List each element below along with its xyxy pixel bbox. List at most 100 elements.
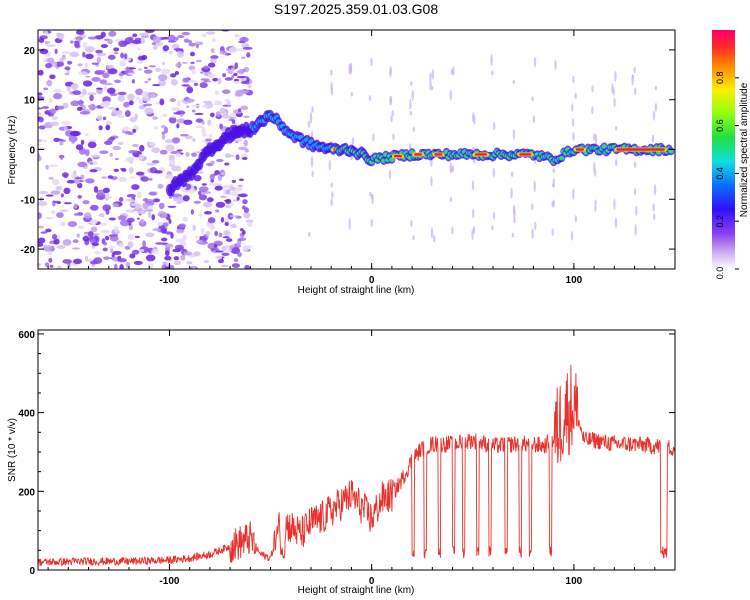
heatmap-stripe-blob — [651, 134, 655, 143]
heatmap-stripe-blob — [429, 72, 432, 83]
heatmap-ridge-inner — [601, 144, 607, 149]
heatmap-noise-blob — [231, 119, 236, 125]
heatmap-stripe-blob — [430, 226, 434, 239]
heatmap-noise-blob — [194, 112, 204, 116]
heatmap-noise-blob — [53, 238, 60, 245]
heatmap-noise-blob — [64, 125, 68, 132]
heatmap-noise-blob — [49, 108, 57, 115]
heatmap-noise-blob — [44, 41, 50, 44]
heatmap-stripe-blob — [633, 188, 637, 196]
heatmap-noise-blob — [203, 80, 212, 83]
heatmap-stripe-blob — [591, 106, 594, 115]
heatmap-noise-blob — [145, 30, 155, 34]
heatmap-noise-blob — [48, 98, 53, 104]
heatmap-noise-blob — [80, 139, 85, 146]
heatmap-noise-blob — [145, 232, 155, 238]
heatmap-noise-blob — [117, 91, 127, 96]
heatmap-stripe-blob — [512, 204, 516, 215]
heatmap-noise-blob — [108, 30, 117, 37]
heatmap-ytick-label: -20 — [21, 245, 36, 256]
heatmap-noise-blob — [142, 198, 149, 202]
heatmap-noise-blob — [242, 205, 246, 210]
heatmap-noise-blob — [231, 75, 235, 79]
heatmap-stripe-blob — [593, 133, 596, 141]
heatmap-stripe-blob — [330, 69, 333, 76]
heatmap-noise-blob — [221, 252, 230, 256]
snr-xtick-label: 100 — [566, 576, 583, 587]
heatmap-noise-blob — [188, 40, 193, 44]
heatmap-noise-blob — [234, 122, 239, 126]
heatmap-noise-blob — [240, 56, 246, 59]
heatmap-noise-blob — [125, 156, 135, 163]
heatmap-noise-blob — [196, 171, 204, 175]
heatmap-noise-blob — [73, 170, 77, 176]
heatmap-noise-blob — [59, 209, 69, 212]
heatmap-noise-blob — [152, 83, 161, 87]
heatmap-stripe-blob — [614, 126, 618, 131]
heatmap-noise-blob — [157, 183, 164, 189]
snr-ytick-label: 200 — [18, 487, 35, 498]
heatmap-stripe-blob — [551, 200, 554, 208]
heatmap-noise-blob — [229, 214, 239, 218]
heatmap-noise-blob — [66, 86, 71, 92]
heatmap-noise-blob — [63, 187, 71, 195]
heatmap-noise-blob — [235, 154, 240, 161]
heatmap-noise-blob — [173, 112, 181, 115]
heatmap-noise-blob — [188, 42, 197, 47]
heatmap-noise-blob — [228, 65, 234, 69]
snr-xtick-label: 0 — [369, 576, 375, 587]
heatmap-noise-blob — [84, 75, 91, 78]
heatmap-noise-blob — [225, 154, 235, 157]
heatmap-hot-core — [519, 153, 532, 156]
heatmap-noise-blob — [229, 192, 239, 196]
heatmap-noise-blob — [161, 133, 166, 140]
heatmap-noise-blob — [182, 77, 190, 83]
heatmap-noise-blob — [104, 100, 111, 107]
heatmap-noise-blob — [87, 92, 97, 96]
heatmap-noise-blob — [201, 183, 207, 186]
heatmap-noise-blob — [120, 52, 125, 59]
heatmap-noise-blob — [151, 160, 160, 164]
heatmap-stripe-blob — [389, 95, 393, 106]
heatmap-ytick-label: 10 — [24, 96, 36, 107]
heatmap-stripe-blob — [409, 98, 412, 110]
heatmap-noise-blob — [158, 202, 165, 210]
heatmap-noise-blob — [94, 251, 101, 255]
heatmap-noise-blob — [218, 232, 223, 238]
heatmap-noise-blob — [153, 198, 161, 203]
heatmap-noise-blob — [45, 164, 49, 170]
heatmap-noise-blob — [109, 235, 119, 242]
heatmap-stripe-blob — [531, 228, 534, 240]
heatmap-noise-blob — [130, 176, 136, 179]
heatmap-noise-blob — [195, 118, 204, 123]
heatmap-noise-blob — [77, 225, 85, 230]
heatmap-noise-blob — [193, 200, 201, 204]
heatmap-noise-blob — [48, 164, 58, 168]
heatmap-noise-blob — [56, 265, 62, 269]
heatmap-stripe-blob — [594, 204, 597, 212]
heatmap-stripe-blob — [411, 90, 415, 101]
heatmap-noise-blob — [91, 62, 99, 65]
heatmap-noise-blob — [224, 189, 231, 195]
heatmap-noise-blob — [87, 230, 94, 238]
heatmap-noise-blob — [214, 230, 219, 237]
heatmap-noise-blob — [117, 176, 127, 183]
heatmap-noise-blob — [114, 157, 119, 161]
heatmap-noise-blob — [61, 172, 69, 178]
heatmap-noise-blob — [89, 204, 99, 211]
heatmap-noise-blob — [244, 264, 250, 269]
heatmap-noise-blob — [100, 31, 106, 38]
heatmap-noise-blob — [38, 212, 42, 220]
heatmap-noise-blob — [67, 221, 78, 227]
heatmap-noise-blob — [38, 37, 45, 43]
heatmap-noise-blob — [137, 47, 141, 51]
heatmap-noise-blob — [157, 74, 168, 82]
heatmap-stripe-blob — [391, 109, 394, 117]
heatmap-noise-blob — [46, 44, 56, 47]
heatmap-noise-blob — [243, 211, 251, 219]
heatmap-noise-blob — [224, 162, 230, 166]
heatmap-noise-blob — [135, 96, 141, 100]
heatmap-noise-blob — [176, 123, 180, 129]
heatmap-noise-blob — [206, 197, 214, 203]
